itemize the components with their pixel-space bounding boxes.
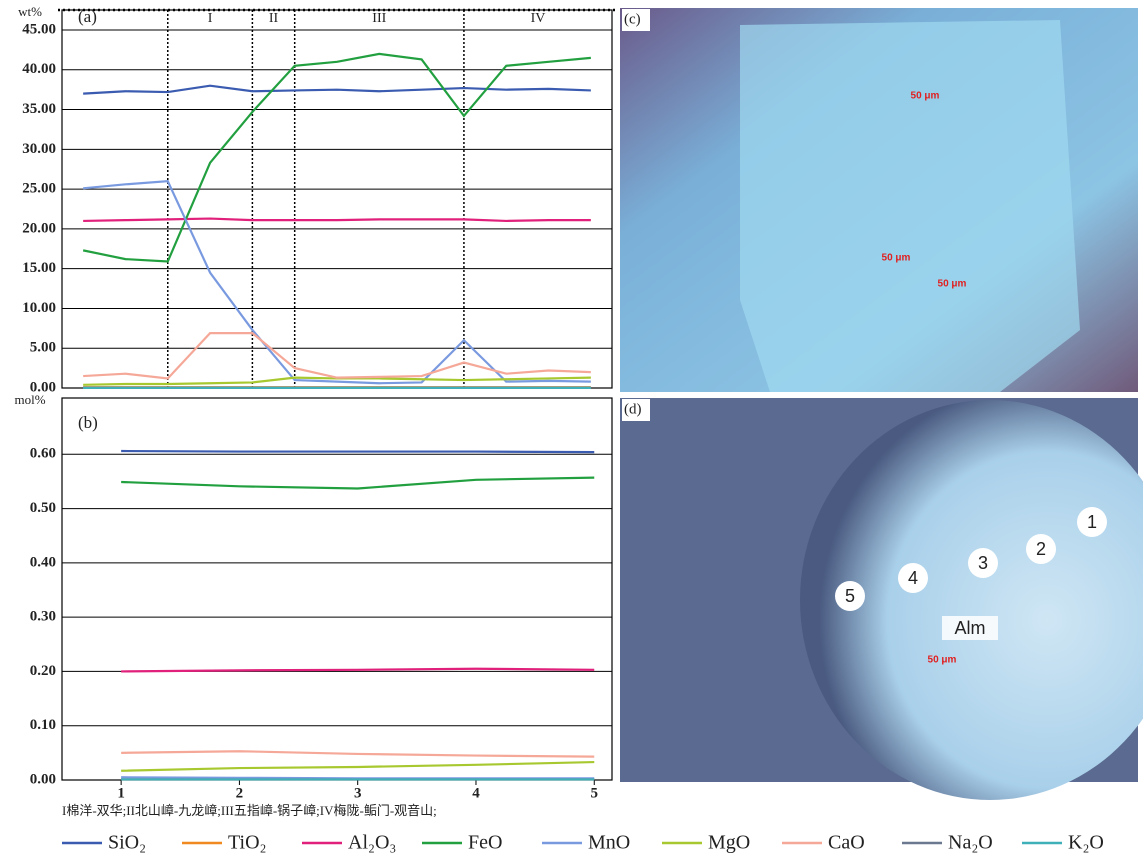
spot-label: 2 <box>1036 539 1046 559</box>
x-tick-label: 2 <box>236 785 244 801</box>
legend-label: FeO <box>468 832 502 854</box>
y-tick-label: 0.30 <box>30 609 56 625</box>
series-line <box>121 476 595 490</box>
label-bg <box>622 399 650 421</box>
zone-label: II <box>269 11 279 26</box>
zone-label: IV <box>531 11 546 26</box>
x-tick-label: 4 <box>472 785 480 801</box>
spots: 1 2 3 4 5 <box>835 507 1107 611</box>
photo-label: (c) <box>624 11 641 27</box>
y-tick-label: 25.00 <box>22 181 56 197</box>
x-tick-label: 5 <box>591 785 599 801</box>
zone-label: I <box>208 11 213 26</box>
y-unit: mol% <box>14 392 45 407</box>
legend-label: TiO₂ <box>228 832 267 854</box>
scale-label: 50 μm <box>911 91 940 102</box>
plot-frame <box>61 397 613 781</box>
series-line <box>83 84 591 95</box>
photo-label: (d) <box>624 401 642 417</box>
y-tick-label: 0.50 <box>30 500 56 516</box>
crystal-d <box>800 400 1143 800</box>
y-tick-label: 0.10 <box>30 717 56 733</box>
panel-label: (b) <box>78 413 98 432</box>
x-tick-label: 1 <box>117 785 125 801</box>
y-tick-label: 0.00 <box>30 771 56 787</box>
legend-label: MnO <box>588 832 630 854</box>
legend-label: CaO <box>828 832 865 854</box>
y-tick-label: 20.00 <box>22 220 56 236</box>
series-line <box>121 760 595 772</box>
x-tick-label: 3 <box>354 785 362 801</box>
label-bg <box>622 9 650 31</box>
panel-label: (a) <box>78 7 97 26</box>
spot <box>968 548 998 578</box>
series-line <box>82 52 591 263</box>
y-tick-label: 0.00 <box>30 379 56 395</box>
spot-label: 4 <box>908 568 918 588</box>
spot <box>1077 507 1107 537</box>
series-line <box>83 180 591 385</box>
mineral-label: Alm <box>955 618 986 638</box>
series-line <box>83 217 591 223</box>
y-tick-label: 0.40 <box>30 554 56 570</box>
series-line <box>121 449 595 454</box>
y-tick-label: 35.00 <box>22 101 56 117</box>
legend-label: K₂O <box>1068 832 1104 854</box>
footnote: I棉洋-双华;II北山嶂-九龙嶂;III五指嶂-锅子嶂;IV梅陇-鲘门-观音山; <box>62 803 437 818</box>
spot-label: 5 <box>845 586 855 606</box>
y-unit: wt% <box>18 4 42 19</box>
y-tick-label: 0.20 <box>30 663 56 679</box>
y-tick-label: 5.00 <box>30 340 56 356</box>
y-tick-label: 0.60 <box>30 446 56 462</box>
scale-label: 50 μm <box>928 655 957 666</box>
spot-label: 3 <box>978 553 988 573</box>
legend-label: MgO <box>708 832 750 854</box>
series-line <box>121 750 595 758</box>
series-line <box>83 332 591 380</box>
y-tick-label: 30.00 <box>22 141 56 157</box>
zone-label: III <box>372 11 386 26</box>
mineral-bg <box>942 616 998 640</box>
y-tick-label: 40.00 <box>22 61 56 77</box>
plot-frame <box>61 9 613 389</box>
series-line <box>121 776 595 780</box>
series-line <box>121 667 595 673</box>
crystal-c <box>740 20 1080 392</box>
spot-label: 1 <box>1087 512 1097 532</box>
scale-label: 50 μm <box>882 253 911 264</box>
legend-label: Al₂O₃ <box>348 832 396 854</box>
y-tick-label: 45.00 <box>22 21 56 37</box>
spot <box>898 563 928 593</box>
y-tick-label: 10.00 <box>22 300 56 316</box>
y-tick-label: 15.00 <box>22 260 56 276</box>
scale-label: 50 μm <box>938 279 967 290</box>
spot <box>1026 534 1056 564</box>
spot <box>835 581 865 611</box>
legend-label: SiO₂ <box>108 832 146 854</box>
legend-label: Na₂O <box>948 832 993 854</box>
